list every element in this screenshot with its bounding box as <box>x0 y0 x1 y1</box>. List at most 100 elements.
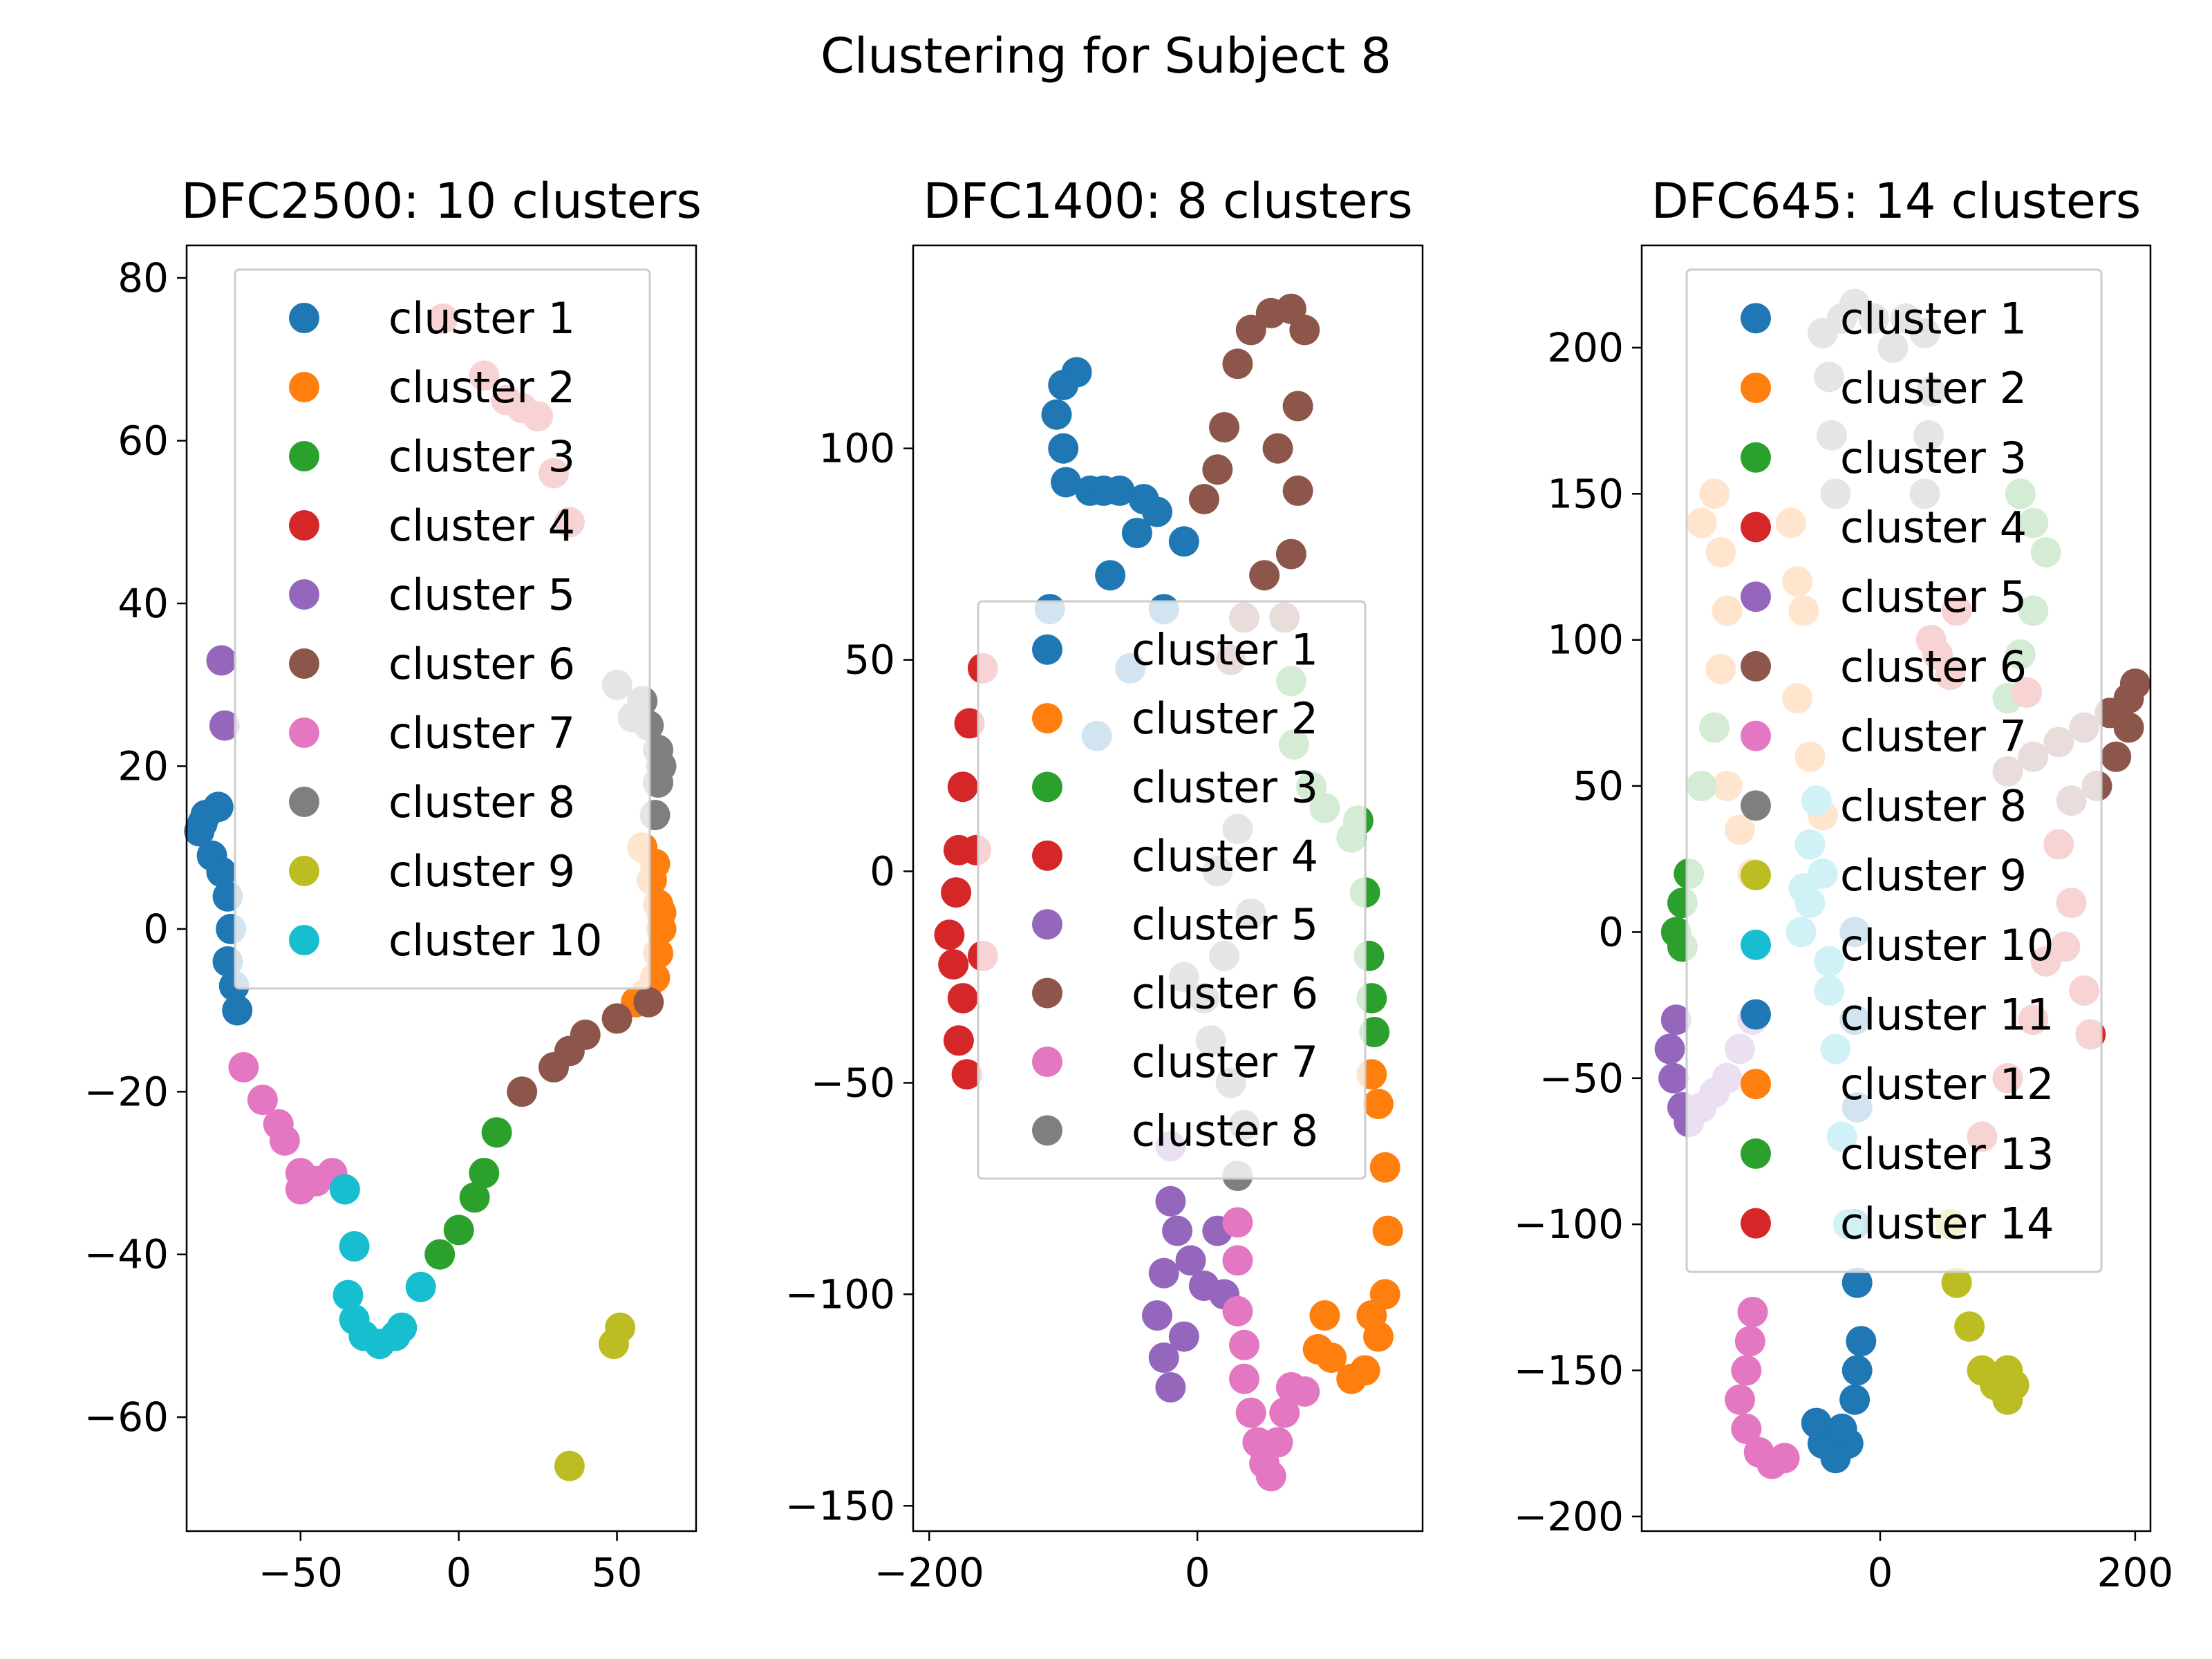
panel-title: DFC1400: 8 clusters <box>923 173 1412 229</box>
point-cluster-10 <box>405 1271 436 1302</box>
legend-marker-cluster-8 <box>1741 790 1771 821</box>
legend-marker-cluster-1 <box>289 303 319 333</box>
point-cluster-4 <box>941 877 972 908</box>
y-tick-label: −100 <box>785 1271 895 1318</box>
legend-label: cluster 7 <box>388 708 575 758</box>
legend-marker-cluster-3 <box>289 441 319 471</box>
y-tick-label: 0 <box>1598 908 1624 955</box>
point-cluster-6 <box>507 1076 538 1107</box>
point-cluster-7 <box>1222 1295 1253 1327</box>
point-cluster-5 <box>1658 1062 1689 1094</box>
point-cluster-1 <box>1841 1355 1873 1386</box>
point-cluster-10 <box>332 1280 364 1311</box>
legend-label: cluster 7 <box>1132 1037 1318 1087</box>
x-tick-label: 0 <box>446 1549 471 1596</box>
y-tick-label: 80 <box>118 254 169 301</box>
legend-marker-cluster-8 <box>289 787 319 817</box>
legend-label: cluster 11 <box>1840 990 2054 1040</box>
point-cluster-2 <box>1363 1089 1394 1119</box>
point-cluster-3 <box>1359 1017 1390 1047</box>
point-cluster-7 <box>1731 1355 1762 1386</box>
point-cluster-2 <box>1336 1363 1367 1394</box>
legend: cluster 1 cluster 2 cluster 3 cluster 4 clus… <box>234 268 651 990</box>
point-cluster-6 <box>601 1003 632 1034</box>
point-cluster-7 <box>1229 1329 1259 1360</box>
legend-marker-cluster-4 <box>1032 840 1062 871</box>
legend-marker-cluster-9 <box>1741 860 1771 891</box>
point-cluster-6 <box>1289 315 1320 346</box>
point-cluster-1 <box>222 995 253 1026</box>
point-cluster-6 <box>1262 433 1293 464</box>
point-cluster-1 <box>1051 467 1082 498</box>
legend-marker-cluster-9 <box>289 856 319 886</box>
legend-marker-cluster-2 <box>1741 373 1771 404</box>
legend-label: cluster 8 <box>1132 1105 1318 1156</box>
y-tick-label: −50 <box>1539 1055 1624 1102</box>
point-cluster-7 <box>1289 1376 1320 1407</box>
point-cluster-5 <box>1142 1300 1172 1331</box>
point-cluster-1 <box>1095 560 1126 591</box>
point-cluster-2 <box>1309 1300 1340 1331</box>
point-cluster-9 <box>599 1329 629 1360</box>
legend-marker-cluster-3 <box>1741 442 1771 473</box>
legend-marker-cluster-5 <box>1032 909 1062 940</box>
point-cluster-5 <box>1148 1342 1179 1374</box>
subplot-1: DFC2500: 10 clusters −50 0 50 −60 −40 −20 0 20 40… <box>84 173 702 1596</box>
y-tick-label: 50 <box>1573 762 1624 809</box>
legend-label: cluster 12 <box>1840 1059 2054 1109</box>
legend-label: cluster 6 <box>388 639 575 689</box>
y-tick-label: 40 <box>118 580 169 627</box>
point-cluster-1 <box>187 807 218 838</box>
point-cluster-3 <box>443 1215 474 1246</box>
x-tick-label: −50 <box>259 1549 343 1596</box>
legend-label: cluster 1 <box>1840 293 2027 344</box>
x-tick-label: 0 <box>1185 1549 1210 1596</box>
legend-label: cluster 4 <box>388 500 575 551</box>
point-cluster-6 <box>2101 741 2132 772</box>
point-cluster-2 <box>1372 1215 1403 1246</box>
point-cluster-1 <box>1142 496 1172 527</box>
point-cluster-6 <box>1282 391 1313 422</box>
legend-label: cluster 8 <box>388 777 575 827</box>
y-tick-label: 60 <box>118 418 169 465</box>
point-cluster-6 <box>2113 712 2144 743</box>
point-cluster-10 <box>386 1312 418 1343</box>
point-cluster-10 <box>339 1231 370 1262</box>
legend-label: cluster 3 <box>1840 433 2027 483</box>
legend-label: cluster 10 <box>1840 920 2054 971</box>
point-cluster-2 <box>1369 1152 1400 1183</box>
y-tick-label: 20 <box>118 742 169 789</box>
point-cluster-4 <box>943 1025 974 1056</box>
axes-frame <box>185 244 697 1533</box>
legend-marker-cluster-7 <box>1032 1046 1062 1077</box>
subplot-3: DFC645: 14 clusters 0 200 −200 −150 −100 −50 0 5… <box>1514 173 2174 1596</box>
legend-label: cluster 2 <box>1132 693 1318 744</box>
y-tick-label: −60 <box>84 1394 169 1441</box>
legend-label: cluster 1 <box>388 293 575 344</box>
legend: cluster 1 cluster 2 cluster 3 cluster 4 clus… <box>1685 268 2103 1273</box>
point-cluster-7 <box>269 1125 300 1156</box>
legend-marker-cluster-6 <box>1032 977 1062 1009</box>
point-cluster-6 <box>1202 454 1233 485</box>
legend-marker-cluster-5 <box>289 579 319 610</box>
legend-marker-cluster-10 <box>1741 929 1771 960</box>
point-cluster-4 <box>951 1059 982 1090</box>
point-cluster-1 <box>1048 369 1079 400</box>
point-cluster-6 <box>633 986 664 1018</box>
y-tick-label: 200 <box>1547 324 1624 371</box>
point-cluster-4 <box>938 949 969 980</box>
point-cluster-7 <box>1262 1427 1293 1458</box>
legend-marker-cluster-6 <box>1741 650 1771 682</box>
point-cluster-6 <box>1282 475 1313 506</box>
point-cluster-7 <box>1269 1397 1300 1428</box>
point-cluster-1 <box>206 856 237 888</box>
point-cluster-1 <box>1168 526 1199 557</box>
legend-marker-cluster-4 <box>1741 512 1771 543</box>
legend-marker-cluster-2 <box>1032 703 1062 734</box>
legend-marker-cluster-7 <box>289 718 319 748</box>
x-tick-label: −200 <box>874 1549 984 1596</box>
legend-marker-cluster-14 <box>1741 1208 1771 1239</box>
point-cluster-1 <box>1121 518 1152 549</box>
legend: cluster 1 cluster 2 cluster 3 cluster 4 clus… <box>977 600 1367 1180</box>
